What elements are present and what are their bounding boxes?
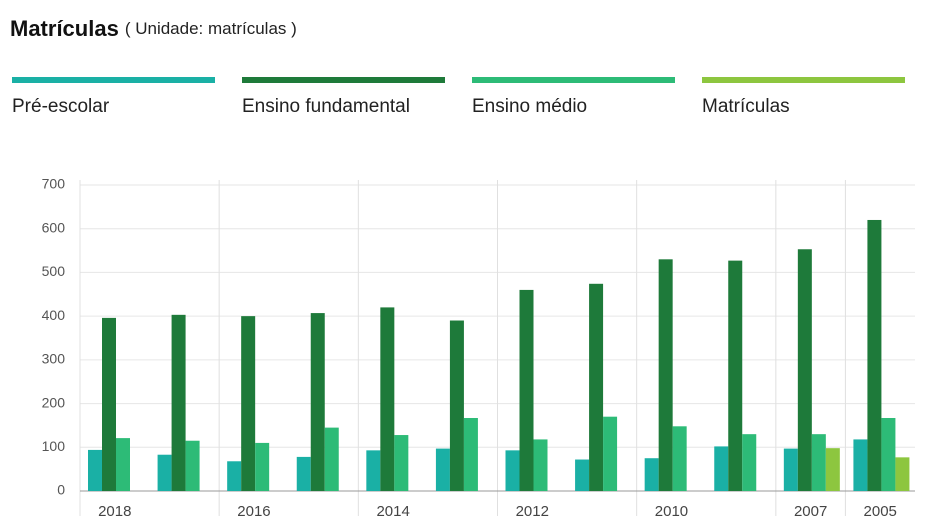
bar [435, 448, 450, 491]
bar [825, 448, 840, 491]
y-tick-label: 500 [42, 263, 66, 279]
chart-title-group: Matrículas ( Unidade: matrículas ) [10, 16, 297, 41]
bar [310, 313, 325, 491]
bar [867, 219, 882, 491]
chart-title: Matrículas [10, 16, 119, 41]
bar [366, 450, 381, 491]
bar [728, 260, 743, 491]
bar [533, 439, 548, 491]
bar [157, 454, 172, 491]
bar [811, 434, 826, 491]
legend-label: Ensino fundamental [242, 96, 410, 117]
x-tick-label: 2007 [794, 503, 827, 519]
bar [171, 314, 186, 491]
bar [241, 316, 256, 491]
bar [603, 416, 618, 491]
bar [895, 457, 910, 491]
chart-subtitle: ( Unidade: matrículas ) [125, 19, 297, 38]
y-tick-label: 700 [42, 176, 66, 192]
legend-label: Matrículas [702, 96, 790, 117]
bar [644, 458, 659, 491]
x-tick-label: 2014 [376, 503, 409, 519]
bar [881, 417, 896, 491]
y-tick-label: 300 [42, 351, 66, 367]
bar [88, 449, 102, 491]
bar [394, 435, 409, 491]
x-tick-label: 2012 [516, 503, 549, 519]
x-tick-label: 2005 [864, 503, 897, 519]
bar [380, 307, 395, 491]
x-tick-label: 2016 [237, 503, 270, 519]
y-tick-label: 0 [57, 482, 65, 498]
bar [742, 434, 757, 491]
bar [102, 317, 116, 491]
legend-label: Pré-escolar [12, 96, 110, 117]
bar [227, 461, 242, 491]
x-tick-label: 2010 [655, 503, 688, 519]
y-tick-label: 600 [42, 219, 66, 235]
bar [255, 442, 270, 491]
bar [519, 289, 534, 491]
bar [505, 450, 520, 491]
bar [783, 448, 798, 491]
y-tick-label: 200 [42, 394, 66, 410]
bar [463, 417, 478, 491]
bar [672, 426, 687, 491]
bar [658, 259, 673, 491]
y-tick-label: 400 [42, 307, 66, 323]
bar [575, 459, 590, 491]
bar [324, 427, 339, 491]
bar [449, 320, 464, 491]
legend-label: Ensino médio [472, 96, 587, 117]
x-tick-label: 2018 [98, 503, 131, 519]
bar [589, 283, 604, 491]
bar [797, 249, 812, 491]
bar [185, 440, 200, 491]
bar [116, 438, 130, 491]
bar [714, 446, 729, 491]
y-tick-label: 100 [42, 438, 66, 454]
bar [853, 439, 868, 491]
bar [296, 456, 311, 491]
